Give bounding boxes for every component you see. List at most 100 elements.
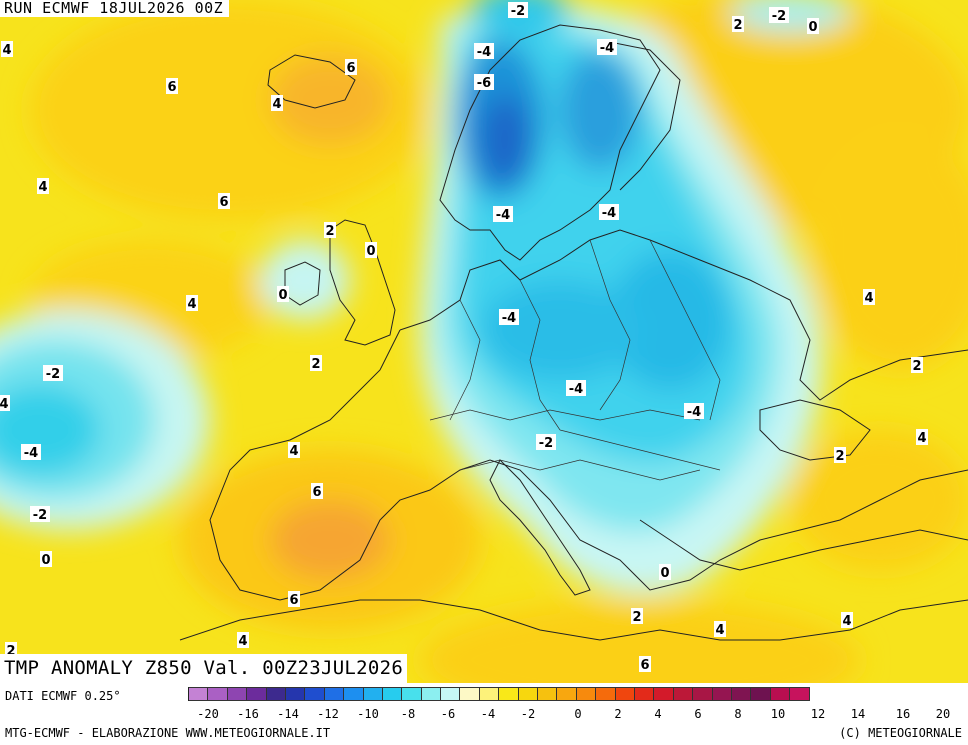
contour-label: 2 [311,357,320,372]
contour-label: 6 [167,80,176,95]
contour-label: 6 [219,195,228,210]
contour-label-bg [769,7,789,23]
scale-swatch [712,687,732,701]
contour-label-bg [288,442,300,458]
contour-label: 0 [278,288,287,303]
contour-label-bg [40,551,52,567]
credit-elaborazione: MTG-ECMWF - ELABORAZIONE WWW.METEOGIORNA… [5,726,331,740]
scale-swatch [673,687,694,701]
scale-swatch [518,687,539,701]
scale-tick-label: 20 [935,707,951,721]
contour-label: -2 [772,9,786,24]
contour-label: 2 [912,359,921,374]
scale-tick-label: 4 [654,707,662,721]
scale-tick-label: -12 [317,707,339,721]
scale-swatch [479,687,500,701]
scale-tick-label: 16 [895,707,911,721]
contour-label: -4 [496,208,510,223]
scale-swatch [460,687,480,701]
color-scale-ticks: -20 -16 -14 -12 -10 -8 -6 -4 -2 0 2 4 6 8 10 12 14 16 20 [188,707,964,723]
scale-swatch [402,687,422,701]
coastlines [179,24,968,641]
temperature-anomaly-map: -2 -2 2 0 4 -4 -4 6 6 -6 4 4 6 -4 -4 2 0 0 4 4 -4 2 2 -2 4 -4 -4 4 -… [0,0,968,683]
credit-copyright: (C) METEOGIORNALE [839,726,962,740]
contour-label-bg [365,242,377,258]
scale-tick-label: -8 [400,707,416,721]
scale-tick-label: -4 [480,707,496,721]
scale-swatch [731,687,752,701]
scale-swatch [751,687,771,701]
scale-tick-label: 12 [810,707,826,721]
contour-label-bg [639,656,651,672]
contour-label-bg [508,2,528,18]
contour-label: -4 [602,206,616,221]
contour-label: -4 [600,41,614,56]
contour-label: -6 [477,76,491,91]
scale-tick-label: -14 [277,707,299,721]
contour-label-bg [499,309,519,325]
scale-tick-label: -2 [520,707,536,721]
contour-label: 4 [2,43,11,58]
data-source-label: DATI ECMWF 0.25° [5,689,121,703]
scale-swatch [615,687,635,701]
scale-swatch [363,687,383,701]
contour-label: 6 [640,658,649,673]
run-label: RUN ECMWF 18JUL2026 00Z [0,0,230,17]
contour-label-bg [1,41,13,57]
contour-label: -2 [539,436,553,451]
scale-swatch [285,687,306,701]
contour-label-bg [916,429,928,445]
contour-label: -4 [502,311,516,326]
contour-label-bg [288,591,300,607]
footer: DATI ECMWF 0.25° -20 -16 -14 -12 -10 -8 -6 -4 -2… [0,683,968,745]
scale-swatch [344,687,364,701]
scale-swatch [266,687,286,701]
contour-label: -4 [687,405,701,420]
contour-label: 4 [38,180,47,195]
scale-swatch [189,687,209,701]
contour-label-bg [311,483,323,499]
contour-label: 4 [864,291,873,306]
contour-label-bg [43,365,63,381]
scale-swatch [441,687,461,701]
contour-label-bg [310,355,322,371]
contour-label-bg [237,632,249,648]
scale-swatch [693,687,713,701]
scale-swatch [654,687,674,701]
contour-label-bg [271,95,283,111]
scale-swatch [227,687,248,701]
scale-swatch [208,687,228,701]
contour-label: 2 [325,224,334,239]
contour-label: 4 [289,444,298,459]
scale-tick-label: 0 [574,707,582,721]
scale-swatch [557,687,577,701]
scale-tick-label: 14 [850,707,866,721]
contour-label: 4 [187,297,196,312]
scale-tick-label: 8 [734,707,742,721]
contour-label-bg [0,395,10,411]
contour-label-bg [324,222,336,238]
scale-swatch [538,687,558,701]
contour-label: -2 [511,4,525,19]
contour-label: 2 [632,610,641,625]
contour-label-bg [493,206,513,222]
contour-label-bg [631,608,643,624]
contour-label: 4 [0,397,9,412]
contour-label-bg [536,434,556,450]
color-scale-bar [188,687,810,701]
contour-label: 4 [842,614,851,629]
contour-label: 0 [41,553,50,568]
contour-label-bg [841,612,853,628]
scale-swatch [421,687,442,701]
contour-label-bg [30,506,50,522]
scale-tick-label: 6 [694,707,702,721]
scale-tick-label: -20 [197,707,219,721]
contour-label-bg [597,39,617,55]
contour-label-bg [21,444,41,460]
contour-label: 6 [289,593,298,608]
contour-label: 2 [733,18,742,33]
contour-label-bg [911,357,923,373]
contour-label: 6 [346,61,355,76]
contour-label: 4 [238,634,247,649]
contour-label: 4 [715,623,724,638]
